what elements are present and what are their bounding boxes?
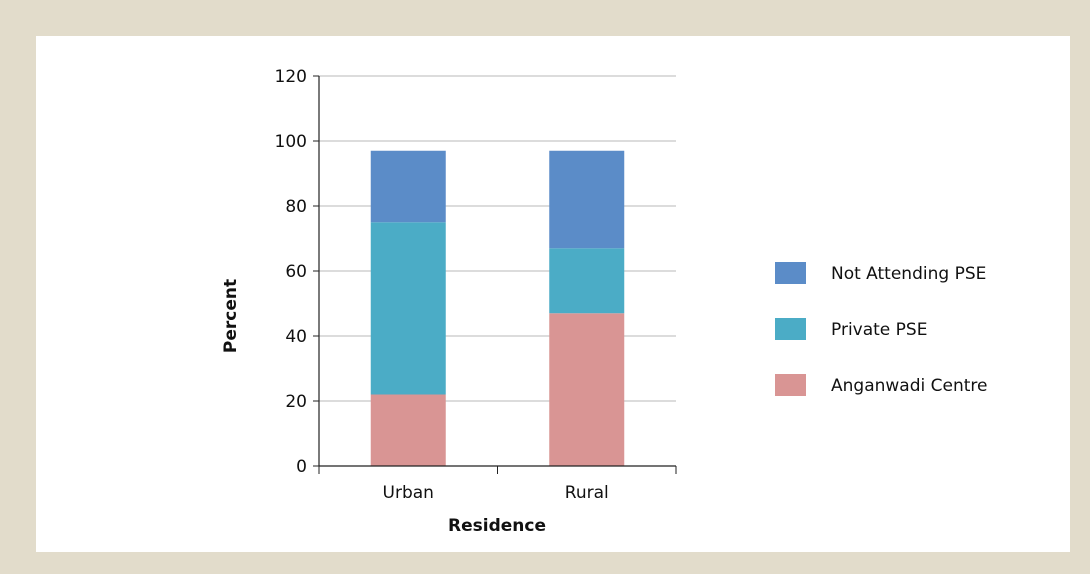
y-tick-label: 120	[275, 67, 307, 87]
axes	[313, 75, 677, 474]
bar-segment	[549, 150, 625, 249]
y-tick-label: 0	[296, 457, 307, 477]
legend-label: Private PSE	[831, 320, 927, 340]
legend-swatch	[775, 374, 806, 396]
bars	[370, 150, 625, 466]
legend-label: Not Attending PSE	[831, 264, 986, 284]
x-tick-label: Urban	[383, 483, 434, 503]
stacked-bar-chart: 0 20 40 60 80 100 120 Urban Rural Percent Reside…	[221, 67, 987, 536]
y-tick-label: 40	[285, 327, 307, 347]
legend-swatch	[775, 318, 806, 340]
legend-swatch	[775, 262, 806, 284]
y-axis-title: Percent	[221, 279, 241, 353]
bar-segment	[370, 394, 446, 466]
legend-label: Anganwadi Centre	[831, 376, 987, 396]
y-tick-label: 60	[285, 262, 307, 282]
bar-segment	[549, 248, 625, 314]
bar-segment	[549, 313, 625, 466]
x-axis-title: Residence	[448, 516, 546, 536]
y-tick-label: 80	[285, 197, 307, 217]
bar-segment	[370, 222, 446, 395]
bar-segment	[370, 150, 446, 223]
x-tick-label: Rural	[565, 483, 609, 503]
y-tick-label: 20	[285, 392, 307, 412]
legend: Not Attending PSE Private PSE Anganwadi Ce…	[775, 262, 987, 396]
chart-panel: 0 20 40 60 80 100 120 Urban Rural Percent Reside…	[36, 36, 1070, 552]
tick-labels: 0 20 40 60 80 100 120 Urban Rural	[275, 67, 609, 503]
y-tick-label: 100	[275, 132, 307, 152]
